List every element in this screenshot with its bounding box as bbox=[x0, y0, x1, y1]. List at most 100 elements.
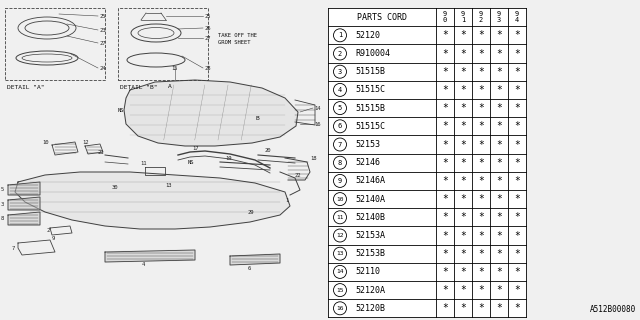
Text: 52146A: 52146A bbox=[355, 176, 385, 185]
Text: 6: 6 bbox=[248, 266, 252, 270]
Text: *: * bbox=[496, 249, 502, 259]
Text: 20: 20 bbox=[265, 148, 271, 153]
Text: 6: 6 bbox=[338, 123, 342, 129]
Text: 21: 21 bbox=[98, 149, 104, 155]
Text: 2: 2 bbox=[338, 51, 342, 57]
Text: *: * bbox=[478, 267, 484, 277]
Text: *: * bbox=[442, 85, 448, 95]
Text: 51515B: 51515B bbox=[355, 67, 385, 76]
Text: 22: 22 bbox=[295, 172, 301, 178]
Text: *: * bbox=[460, 85, 466, 95]
Polygon shape bbox=[15, 172, 290, 229]
Text: *: * bbox=[514, 121, 520, 131]
Text: 52120A: 52120A bbox=[355, 285, 385, 295]
Text: *: * bbox=[442, 67, 448, 77]
Text: 3: 3 bbox=[338, 69, 342, 75]
Text: 52153: 52153 bbox=[355, 140, 380, 149]
Text: *: * bbox=[514, 303, 520, 313]
Text: *: * bbox=[478, 212, 484, 222]
Text: 23: 23 bbox=[100, 28, 106, 33]
Text: *: * bbox=[496, 85, 502, 95]
Bar bbox=[118, 8, 208, 80]
Text: 26: 26 bbox=[205, 26, 211, 30]
Text: 9
3: 9 3 bbox=[497, 11, 501, 23]
Text: 27: 27 bbox=[205, 36, 211, 41]
Text: *: * bbox=[496, 103, 502, 113]
Bar bbox=[328, 8, 526, 317]
Text: *: * bbox=[496, 49, 502, 59]
Text: 7: 7 bbox=[338, 141, 342, 148]
Text: 27: 27 bbox=[100, 41, 106, 45]
Text: 11: 11 bbox=[140, 161, 147, 165]
Text: 9
2: 9 2 bbox=[479, 11, 483, 23]
Text: NS: NS bbox=[118, 108, 125, 113]
Text: 8: 8 bbox=[1, 217, 4, 221]
Text: *: * bbox=[442, 212, 448, 222]
Text: *: * bbox=[496, 285, 502, 295]
Text: *: * bbox=[514, 230, 520, 241]
Text: *: * bbox=[460, 267, 466, 277]
Text: *: * bbox=[442, 30, 448, 40]
Text: *: * bbox=[514, 285, 520, 295]
Text: *: * bbox=[478, 176, 484, 186]
Text: *: * bbox=[442, 303, 448, 313]
Text: *: * bbox=[496, 176, 502, 186]
Text: A: A bbox=[168, 84, 172, 89]
Text: A512B00080: A512B00080 bbox=[589, 305, 636, 314]
Text: *: * bbox=[442, 121, 448, 131]
Text: *: * bbox=[478, 140, 484, 149]
Text: *: * bbox=[478, 85, 484, 95]
Text: NS: NS bbox=[188, 159, 195, 164]
Text: *: * bbox=[442, 176, 448, 186]
Polygon shape bbox=[105, 250, 195, 262]
Bar bbox=[5, 8, 105, 80]
Text: 52140B: 52140B bbox=[355, 213, 385, 222]
Text: 9
4: 9 4 bbox=[515, 11, 519, 23]
Text: *: * bbox=[478, 49, 484, 59]
Text: *: * bbox=[496, 158, 502, 168]
Text: *: * bbox=[478, 249, 484, 259]
Text: 51515C: 51515C bbox=[355, 122, 385, 131]
Text: *: * bbox=[496, 121, 502, 131]
Text: 7: 7 bbox=[12, 245, 15, 251]
Text: 16: 16 bbox=[336, 306, 344, 311]
Text: 9: 9 bbox=[52, 236, 55, 241]
Text: *: * bbox=[460, 249, 466, 259]
Text: *: * bbox=[514, 85, 520, 95]
Text: 9: 9 bbox=[338, 178, 342, 184]
Text: *: * bbox=[514, 49, 520, 59]
Text: 28: 28 bbox=[205, 66, 211, 70]
Text: 16: 16 bbox=[314, 122, 321, 126]
Text: *: * bbox=[496, 267, 502, 277]
Text: 15: 15 bbox=[336, 288, 344, 292]
Text: *: * bbox=[514, 140, 520, 149]
Text: *: * bbox=[478, 67, 484, 77]
Text: *: * bbox=[442, 103, 448, 113]
Text: 24: 24 bbox=[100, 66, 106, 70]
Text: *: * bbox=[514, 158, 520, 168]
Text: *: * bbox=[460, 67, 466, 77]
Text: 25: 25 bbox=[205, 13, 211, 19]
Text: 29: 29 bbox=[248, 210, 255, 214]
Text: *: * bbox=[442, 49, 448, 59]
Text: *: * bbox=[478, 303, 484, 313]
Text: 52153A: 52153A bbox=[355, 231, 385, 240]
Text: 3: 3 bbox=[1, 202, 4, 206]
Text: *: * bbox=[496, 212, 502, 222]
Text: *: * bbox=[478, 121, 484, 131]
Text: 1: 1 bbox=[285, 197, 288, 203]
Text: 10: 10 bbox=[336, 196, 344, 202]
Text: *: * bbox=[496, 194, 502, 204]
Text: 25: 25 bbox=[100, 13, 106, 19]
Text: 51515B: 51515B bbox=[355, 104, 385, 113]
Text: 11: 11 bbox=[336, 215, 344, 220]
Text: 52120: 52120 bbox=[355, 31, 380, 40]
Text: 19: 19 bbox=[225, 156, 232, 161]
Polygon shape bbox=[124, 80, 298, 146]
Text: R910004: R910004 bbox=[355, 49, 390, 58]
Text: *: * bbox=[442, 230, 448, 241]
Polygon shape bbox=[8, 212, 40, 225]
Text: *: * bbox=[460, 158, 466, 168]
Text: 4: 4 bbox=[338, 87, 342, 93]
Text: *: * bbox=[478, 230, 484, 241]
